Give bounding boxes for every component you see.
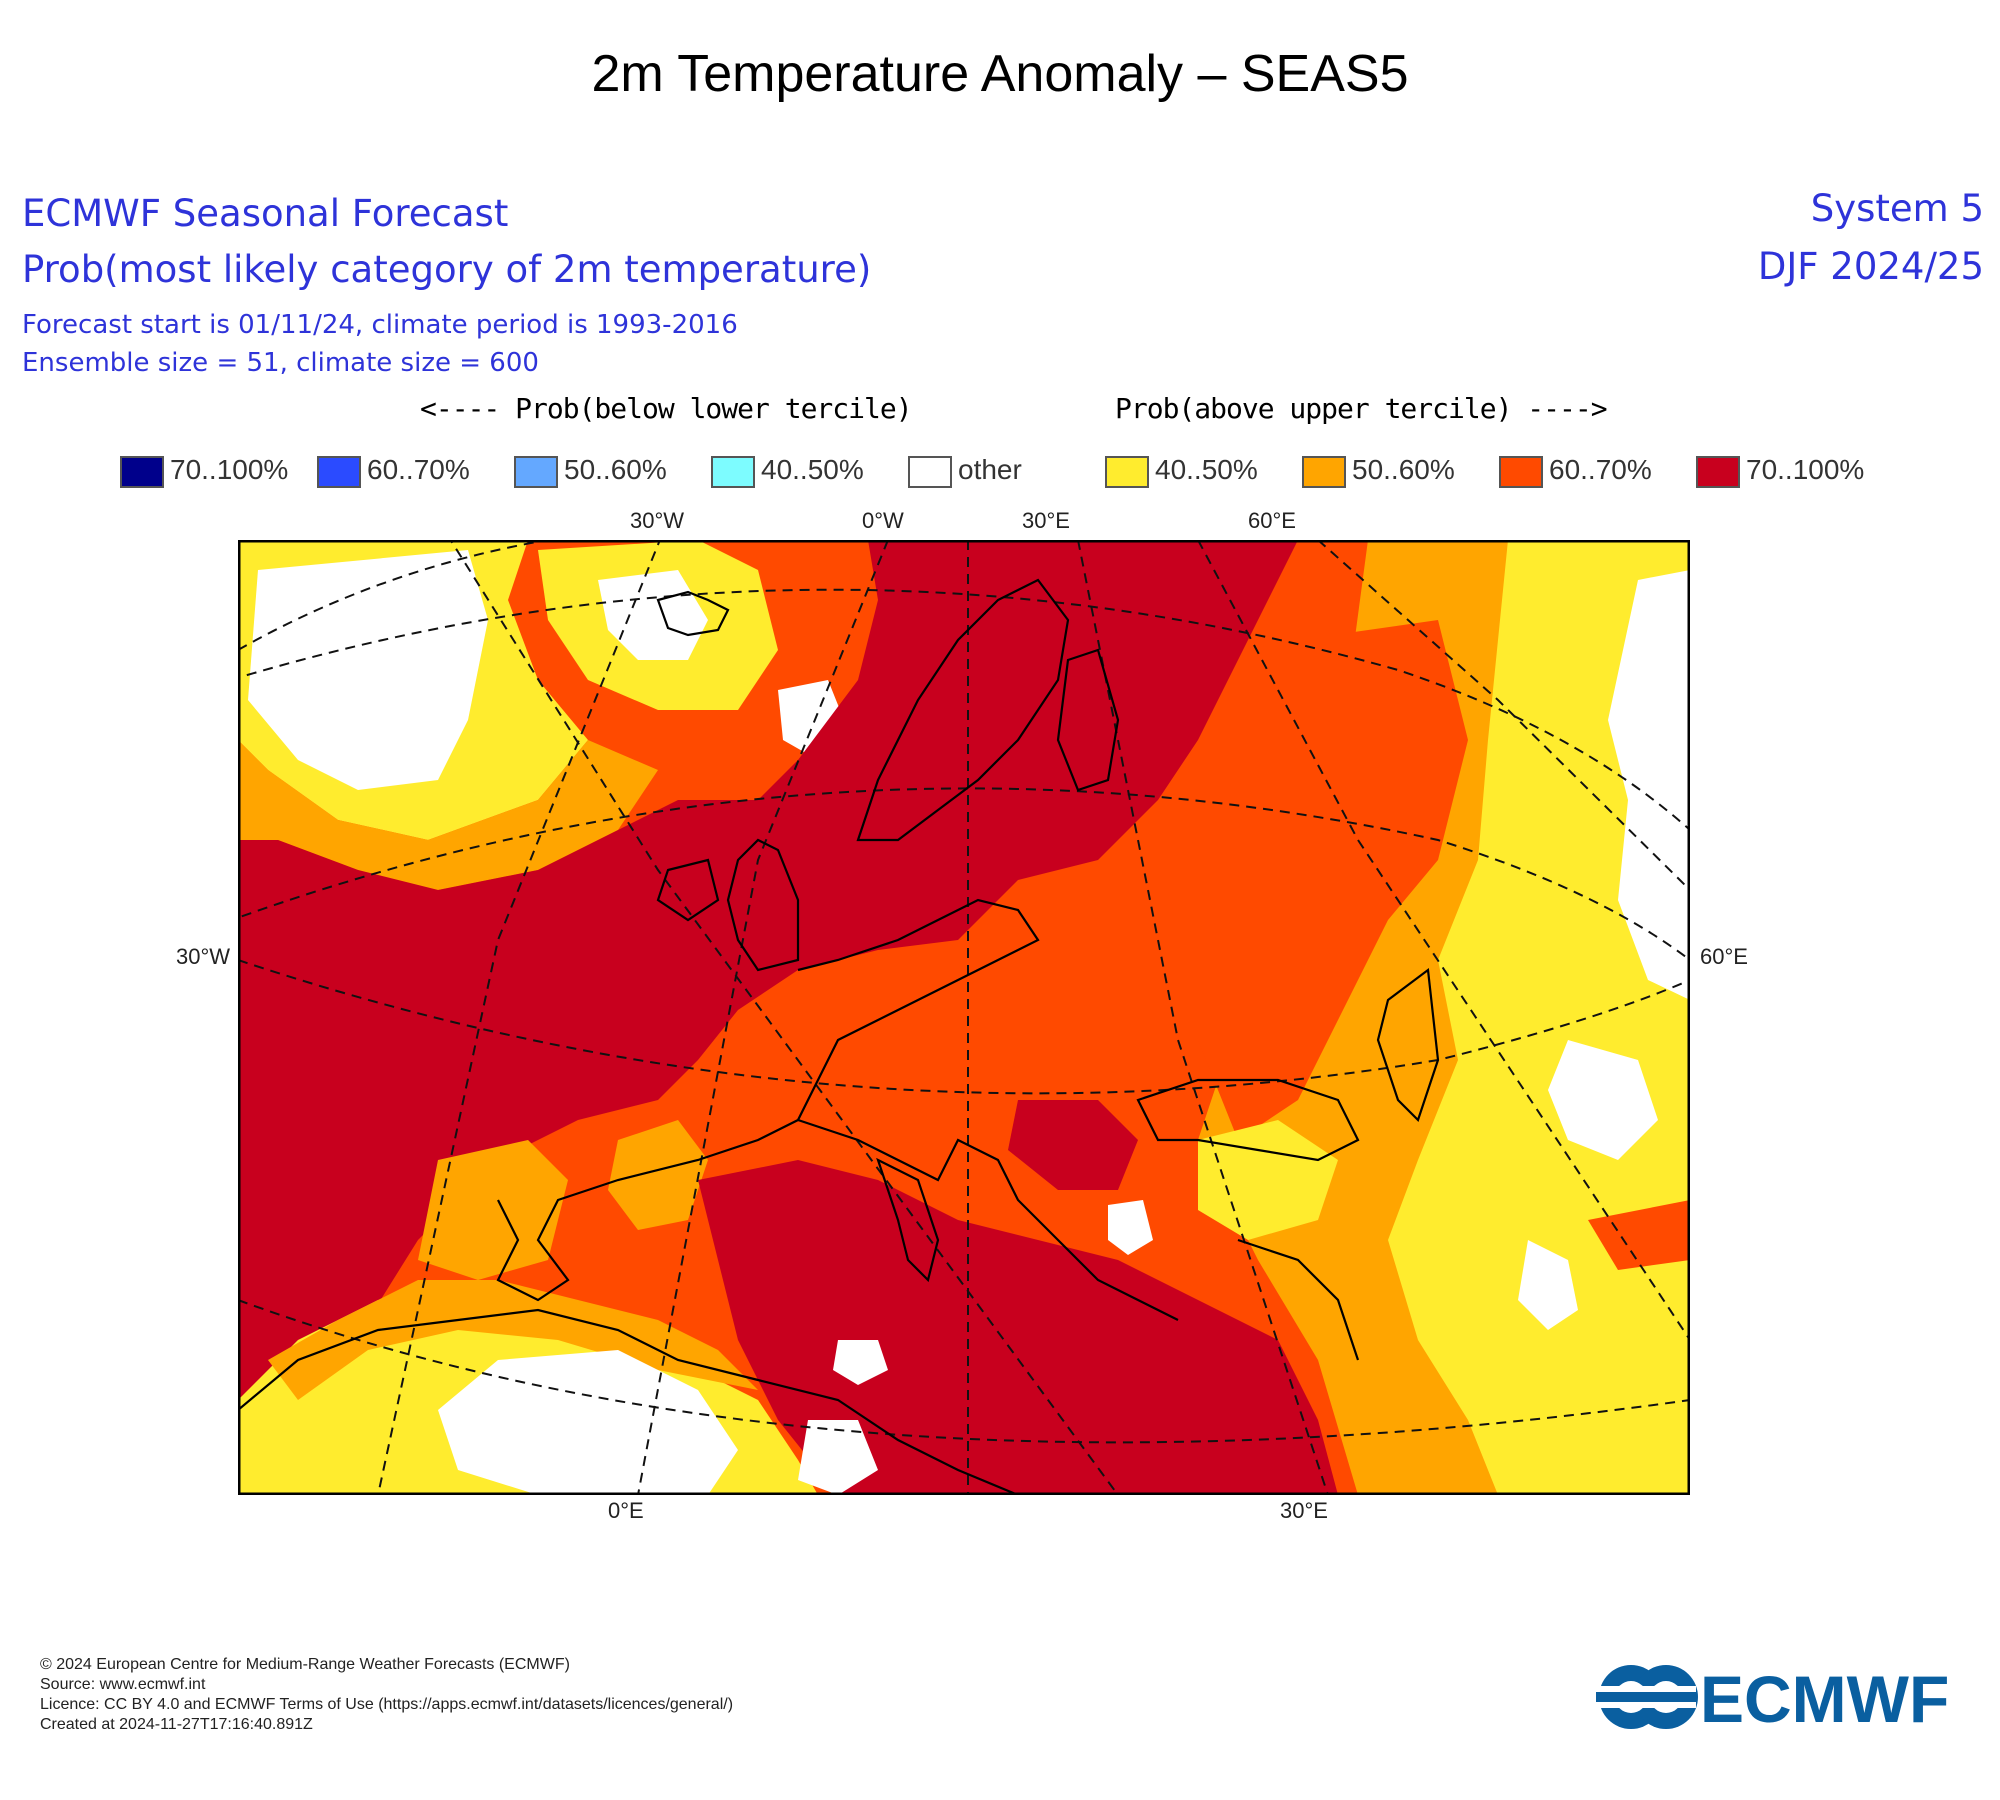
legend-swatch [317,456,361,488]
field-east-white-2 [1548,1040,1658,1160]
legend-label: 60..70% [367,454,470,485]
forecast-header: ECMWF Seasonal Forecast Prob(most likely… [22,186,871,382]
legend-below-label: <---- Prob(below lower tercile) [420,392,913,425]
field-africa-white-2 [798,1420,878,1495]
tick-top-60e: 60°E [1248,508,1296,533]
footer: © 2024 European Centre for Medium-Range … [40,1655,733,1735]
footer-created: Created at 2024-11-27T17:16:40.891Z [40,1716,313,1733]
legend-swatch [908,456,952,488]
coast-britain [726,838,800,972]
graticule-lon-6 [1197,540,1690,1341]
graticule-lat-2 [238,787,1690,961]
field-east-white [1608,570,1690,1000]
page-title: 2m Temperature Anomaly – SEAS5 [591,45,1409,103]
system-header: System 5 DJF 2024/25 [1758,180,1984,296]
field-africa-white-3 [833,1340,888,1385]
legend-label: 60..70% [1549,454,1652,485]
legend-swatch [1696,456,1740,488]
field-med-red [698,1160,1338,1495]
ecmwf-logo-mark-icon [1596,1665,1698,1729]
tick-bottom-30e: 30°E [1280,1498,1328,1523]
graticule-lat-3 [238,959,1690,1095]
legend-label: 40..50% [761,454,864,485]
coast-black-sea [1136,1078,1360,1162]
coast-italy [876,1157,940,1283]
legend-above-label: Prob(above upper tercile) ----> [1115,392,1608,425]
coast-west-europe [496,898,1040,1302]
legend-swatch [120,456,164,488]
legend-swatch [1105,456,1149,488]
legend-label: 70..100% [170,454,289,485]
legend-swatch [514,456,558,488]
probability-map [238,540,1690,1495]
header-line-2: Prob(most likely category of 2m temperat… [22,248,872,291]
field-africa-orange [268,1280,758,1400]
tick-top-0w: 0°W [862,508,904,533]
tick-left-30w: 30°W [176,944,231,969]
legend-swatch [711,456,755,488]
tick-top-30e: 30°E [1022,508,1070,533]
field-red-west [238,540,1298,1495]
header-line-4: Ensemble size = 51, climate size = 600 [22,348,539,378]
tick-bottom-0e: 0°E [608,1498,644,1523]
coast-caspian [1376,967,1440,1123]
coastlines [238,578,1440,1495]
field-nw-orange [238,740,658,890]
tick-top-30w: 30°W [630,508,685,533]
coast-south-europe [797,1118,1179,1321]
legend-label: other [958,454,1022,485]
field-east-red-2 [1198,620,1468,1140]
coast-iceland [656,590,730,637]
coast-finland [1056,648,1120,792]
coast-north-africa [238,1308,1019,1495]
ecmwf-logo: ECMWF [1596,1662,1949,1732]
field-east-red [1588,1200,1690,1270]
field-iceland-white [598,570,708,660]
coast-levant [1237,1238,1360,1361]
coast-ireland [656,858,720,922]
graticule-lon-7 [1317,540,1690,891]
footer-copyright: © 2024 European Centre for Medium-Range … [40,1656,570,1673]
footer-source: Source: www.ecmwf.int [40,1676,206,1693]
field-africa-white [438,1350,738,1495]
legend-swatch [1499,456,1543,488]
field-central-orange [608,1120,708,1230]
ecmwf-logo-text: ECMWF [1700,1662,1949,1732]
graticule-lat-4 [238,1299,1690,1444]
graticule [238,540,1690,1495]
field-greece-white [1108,1200,1153,1255]
legend-label: 50..60% [564,454,667,485]
graticule-lat-1 [238,588,1690,831]
field-iberia-orange [418,1140,568,1280]
legend-label: 40..50% [1155,454,1258,485]
legend-label: 70..100% [1746,454,1865,485]
graticule-lon-1 [449,540,1119,1495]
system-label: System 5 [1810,187,1984,230]
footer-licence: Licence: CC BY 4.0 and ECMWF Terms of Us… [40,1696,734,1713]
legend-label: 50..60% [1352,454,1455,485]
tick-right-60e: 60°E [1700,944,1748,969]
map-frame [238,540,1690,1495]
field-nw-white-2 [248,550,488,790]
header-line-1: ECMWF Seasonal Forecast [22,192,509,235]
field-balkan-red [1008,1100,1138,1190]
legend-swatch [1302,456,1346,488]
field-east-white-3 [1518,1240,1578,1330]
coast-scandinavia [856,578,1070,842]
graticule-lon-3 [637,540,889,1495]
season-label: DJF 2024/25 [1757,245,1984,288]
header-line-3: Forecast start is 01/11/24, climate peri… [22,310,738,340]
